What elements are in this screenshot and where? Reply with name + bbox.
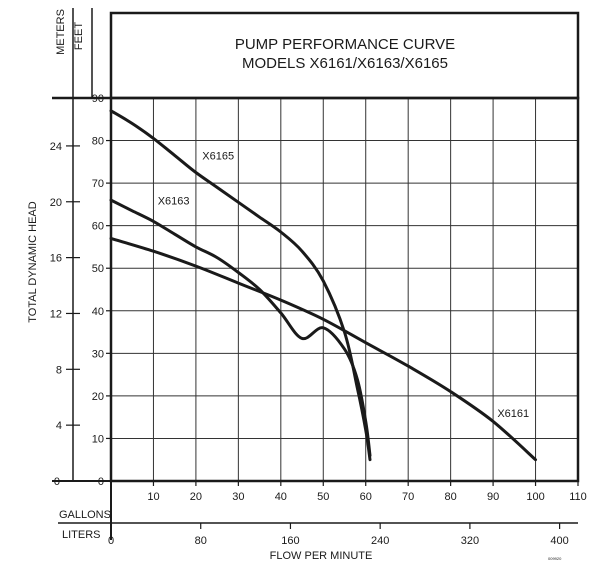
y-feet-tick-label: 70 [92,178,104,190]
meters-unit-label: METERS [55,9,67,55]
x-liters-tick-label: 400 [550,535,568,547]
x-gallons-tick-label: 10 [147,491,159,503]
x-gallons-tick-label: 40 [275,491,287,503]
x-liters-tick-label: 240 [371,535,389,547]
x-gallons-tick-label: 70 [402,491,414,503]
x-liters-tick-label: 320 [461,535,479,547]
x-axis-title: FLOW PER MINUTE [270,550,373,562]
y-meters-tick-label: 4 [56,420,62,432]
series-line-x6163 [109,198,372,457]
x-gallons-tick-label: 80 [445,491,457,503]
y-feet-tick-label: 20 [92,391,104,403]
gallons-unit-label: GALLONS [59,509,111,521]
y-meters-tick-label: 20 [50,197,62,209]
series-label-x6165: X6165 [202,151,234,163]
y-meters-tick-label: 24 [50,141,62,153]
y-meters-tick-label: 16 [50,253,62,265]
liters-unit-label: LITERS [62,529,101,541]
axis-layer [52,8,580,540]
y-feet-tick-label: 0 [98,476,104,488]
y-feet-tick-label: 50 [92,263,104,275]
y-feet-tick-label: 40 [92,306,104,318]
y-meters-zero-label: 0 [54,476,60,488]
y-axis-title: TOTAL DYNAMIC HEAD [27,201,39,322]
series-line-x6161 [109,236,537,462]
x-gallons-tick-label: 20 [190,491,202,503]
y-feet-tick-label: 80 [92,136,104,148]
x-liters-tick-label: 160 [281,535,299,547]
series-label-x6163: X6163 [158,195,190,207]
grid-layer [111,98,578,481]
chart-title-line-2: MODELS X6161/X6163/X6165 [242,55,448,72]
chart-title-line-1: PUMP PERFORMANCE CURVE [235,36,455,53]
series-label-x6161: X6161 [497,408,529,420]
chart-footnote: 009920 [548,556,562,561]
x-gallons-tick-label: 110 [569,491,587,503]
x-liters-tick-label: 0 [108,535,114,547]
plot-frame [109,96,580,483]
y-feet-tick-label: 90 [92,93,104,105]
title-box-frame [109,11,580,100]
title-box: PUMP PERFORMANCE CURVE MODELS X6161/X616… [109,11,580,100]
x-gallons-tick-label: 50 [317,491,329,503]
feet-unit-label: FEET [73,22,85,50]
unit-labels: METERS FEET GALLONS LITERS TOTAL DYNAMIC… [27,9,562,562]
y-feet-tick-label: 10 [92,433,104,445]
y-feet-tick-label: 30 [92,348,104,360]
y-feet-tick-label: 60 [92,221,104,233]
y-meters-tick-label: 8 [56,364,62,376]
x-gallons-tick-label: 100 [526,491,544,503]
x-gallons-tick-label: 30 [232,491,244,503]
x-liters-tick-label: 80 [195,535,207,547]
y-meters-tick-label: 12 [50,308,62,320]
series-layer [109,109,537,462]
x-gallons-tick-label: 60 [360,491,372,503]
x-gallons-tick-label: 90 [487,491,499,503]
